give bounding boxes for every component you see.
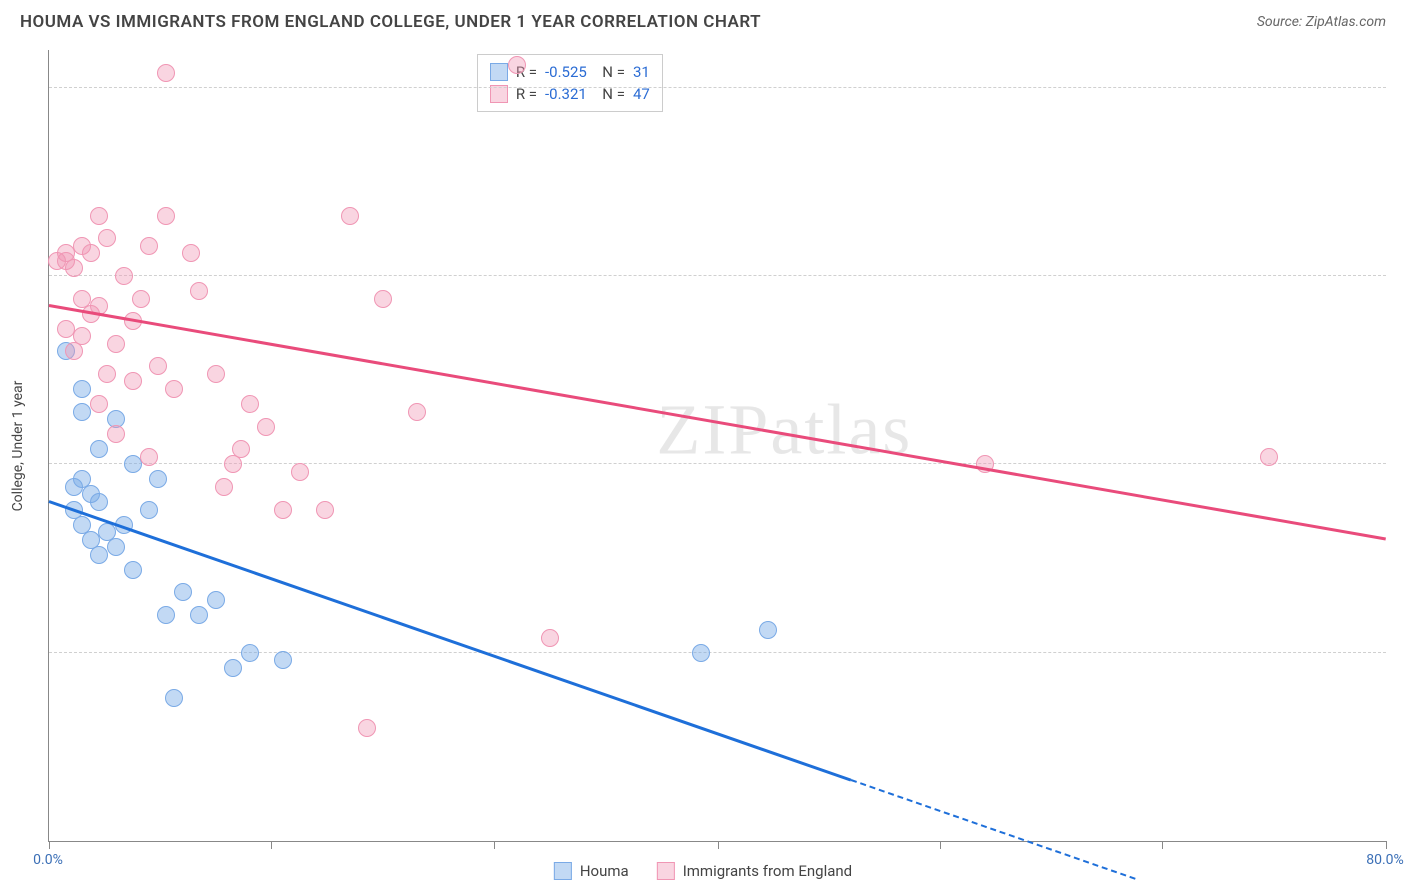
data-point <box>107 335 125 353</box>
legend-label: Houma <box>580 862 629 880</box>
data-point <box>149 357 167 375</box>
data-point <box>165 689 183 707</box>
data-point <box>759 621 777 639</box>
data-point <box>73 403 91 421</box>
data-point <box>107 425 125 443</box>
gridline <box>49 463 1386 464</box>
data-point <box>98 229 116 247</box>
data-point <box>115 267 133 285</box>
data-point <box>149 470 167 488</box>
data-point <box>90 546 108 564</box>
data-point <box>124 455 142 473</box>
data-point <box>57 320 75 338</box>
data-point <box>508 56 526 74</box>
y-axis-label: College, Under 1 year <box>10 381 26 512</box>
data-point <box>140 448 158 466</box>
data-point <box>541 629 559 647</box>
data-point <box>274 501 292 519</box>
data-point <box>1260 448 1278 466</box>
x-tick <box>718 841 719 849</box>
x-tick <box>940 841 941 849</box>
data-point <box>257 418 275 436</box>
data-point <box>82 244 100 262</box>
gridline <box>49 275 1386 276</box>
data-point <box>124 372 142 390</box>
data-point <box>182 244 200 262</box>
legend-n-label: N = <box>595 63 625 81</box>
data-point <box>90 440 108 458</box>
data-point <box>98 365 116 383</box>
data-point <box>65 259 83 277</box>
data-point <box>73 380 91 398</box>
data-point <box>174 583 192 601</box>
data-point <box>157 207 175 225</box>
data-point <box>157 64 175 82</box>
data-point <box>207 365 225 383</box>
data-point <box>132 290 150 308</box>
data-point <box>274 651 292 669</box>
x-tick-label: 0.0% <box>33 852 63 868</box>
legend-r-value: -0.321 <box>545 85 587 103</box>
trend-line <box>49 304 1386 540</box>
data-point <box>408 403 426 421</box>
legend-item: Houma <box>554 862 629 880</box>
x-tick <box>494 841 495 849</box>
data-point <box>374 290 392 308</box>
series-legend: Houma Immigrants from England <box>554 862 852 880</box>
y-tick-label: 25.0% <box>1392 629 1406 645</box>
data-point <box>140 501 158 519</box>
data-point <box>692 644 710 662</box>
x-tick <box>271 841 272 849</box>
data-point <box>232 440 250 458</box>
x-tick <box>1162 841 1163 849</box>
data-point <box>190 606 208 624</box>
y-tick-label: 75.0% <box>1392 252 1406 268</box>
data-point <box>241 644 259 662</box>
y-tick-label: 100.0% <box>1392 64 1406 80</box>
trend-line-dashed <box>851 779 1136 880</box>
chart-title: HOUMA VS IMMIGRANTS FROM ENGLAND COLLEGE… <box>20 12 761 32</box>
legend-n-label: N = <box>595 85 625 103</box>
data-point <box>207 591 225 609</box>
data-point <box>165 380 183 398</box>
y-tick-label: 50.0% <box>1392 440 1406 456</box>
correlation-legend: R = -0.525 N = 31R = -0.321 N = 47 <box>477 54 663 112</box>
legend-n-value: 31 <box>633 63 650 81</box>
legend-r-label: R = <box>516 85 537 103</box>
data-point <box>358 719 376 737</box>
x-tick <box>1386 841 1387 849</box>
legend-r-value: -0.525 <box>545 63 587 81</box>
legend-item: Immigrants from England <box>657 862 852 880</box>
gridline <box>49 87 1386 88</box>
data-point <box>124 561 142 579</box>
data-point <box>241 395 259 413</box>
data-point <box>90 395 108 413</box>
watermark-text: ZIPatlas <box>656 388 912 471</box>
legend-n-value: 47 <box>633 85 650 103</box>
source-attribution: Source: ZipAtlas.com <box>1257 14 1386 30</box>
data-point <box>190 282 208 300</box>
x-tick <box>49 841 50 849</box>
data-point <box>215 478 233 496</box>
legend-swatch <box>554 862 572 880</box>
legend-swatch <box>657 862 675 880</box>
data-point <box>316 501 334 519</box>
legend-swatch <box>490 85 508 103</box>
data-point <box>73 327 91 345</box>
data-point <box>157 606 175 624</box>
data-point <box>90 207 108 225</box>
legend-label: Immigrants from England <box>683 862 852 880</box>
data-point <box>224 659 242 677</box>
trend-line <box>49 500 852 781</box>
data-point <box>140 237 158 255</box>
x-tick-label: 80.0% <box>1366 852 1404 868</box>
legend-swatch <box>490 63 508 81</box>
scatter-chart: ZIPatlas R = -0.525 N = 31R = -0.321 N =… <box>48 50 1386 842</box>
data-point <box>107 538 125 556</box>
data-point <box>90 493 108 511</box>
data-point <box>341 207 359 225</box>
data-point <box>291 463 309 481</box>
